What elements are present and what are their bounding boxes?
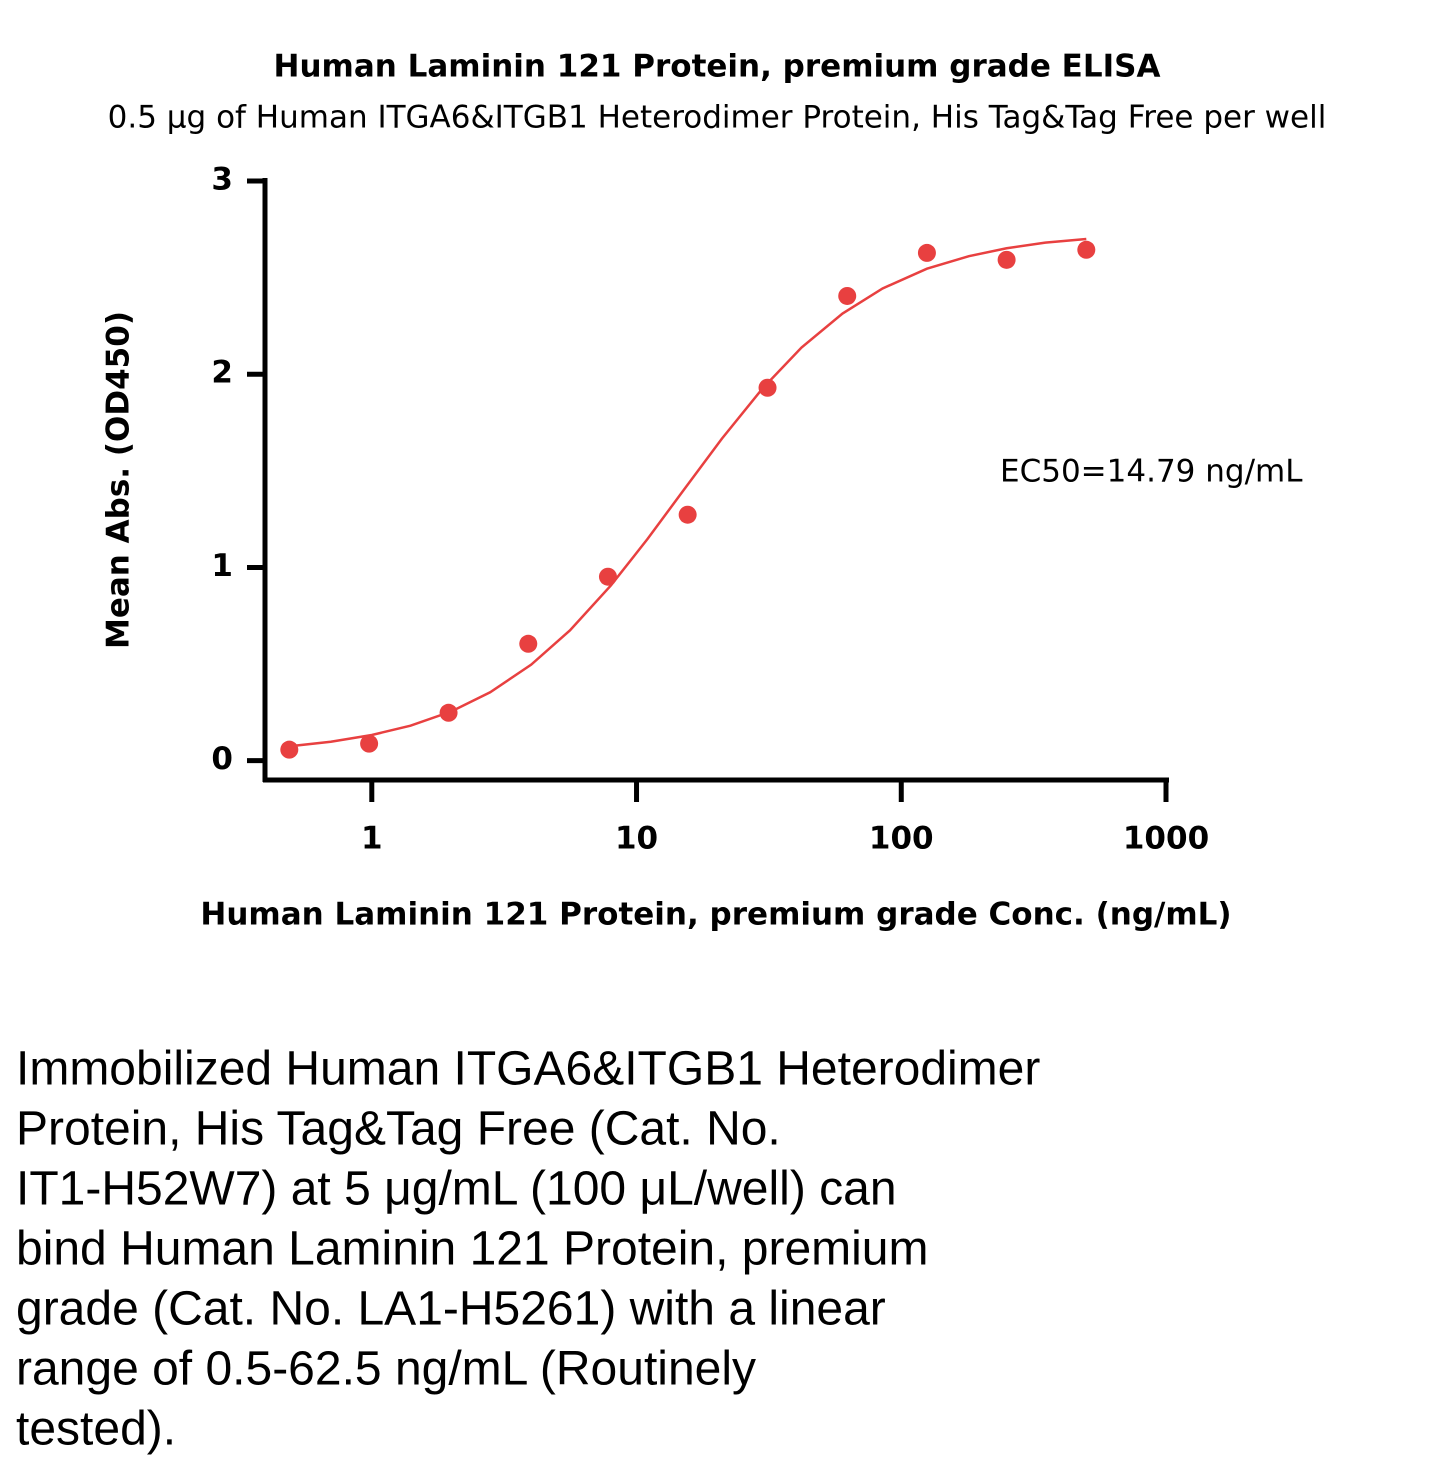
caption-line: IT1-H52W7) at 5 μg/mL (100 μL/well) can <box>16 1163 897 1216</box>
y-tick-label: 2 <box>211 355 233 391</box>
data-point <box>678 505 697 524</box>
caption-line: tested). <box>16 1403 176 1456</box>
y-axis-label: Mean Abs. (OD450) <box>101 311 137 649</box>
data-point <box>439 703 458 722</box>
annotation: EC50=14.79 ng/mL <box>1000 454 1303 490</box>
x-tick-label: 10 <box>615 821 658 857</box>
data-point <box>360 734 379 753</box>
caption-line: Protein, His Tag&Tag Free (Cat. No. <box>16 1103 781 1156</box>
data-point <box>917 243 936 262</box>
caption-line: grade (Cat. No. LA1-H5261) with a linear <box>16 1283 886 1336</box>
chart-subtitle: 0.5 μg of Human ITGA6&ITGB1 Heterodimer … <box>108 100 1327 136</box>
y-tick-label: 3 <box>211 162 233 198</box>
caption-line: bind Human Laminin 121 Protein, premium <box>16 1223 928 1276</box>
data-point <box>280 740 299 759</box>
data-point <box>758 378 777 397</box>
data-point <box>838 286 857 305</box>
fit-curve <box>291 237 1087 748</box>
chart-title: Human Laminin 121 Protein, premium grade… <box>274 49 1161 85</box>
data-point <box>598 567 617 586</box>
caption-line: Immobilized Human ITGA6&ITGB1 Heterodime… <box>16 1043 1040 1096</box>
y-tick-label: 1 <box>211 548 233 584</box>
data-point <box>997 250 1016 269</box>
x-tick-label: 1 <box>361 821 383 857</box>
y-tick-label: 0 <box>211 741 233 777</box>
data-point <box>1077 240 1096 259</box>
x-tick-label: 1000 <box>1123 821 1209 857</box>
x-tick-label: 100 <box>869 821 934 857</box>
x-axis-label: Human Laminin 121 Protein, premium grade… <box>200 897 1231 933</box>
data-point <box>519 634 538 653</box>
caption-line: range of 0.5-62.5 ng/mL (Routinely <box>16 1343 756 1396</box>
